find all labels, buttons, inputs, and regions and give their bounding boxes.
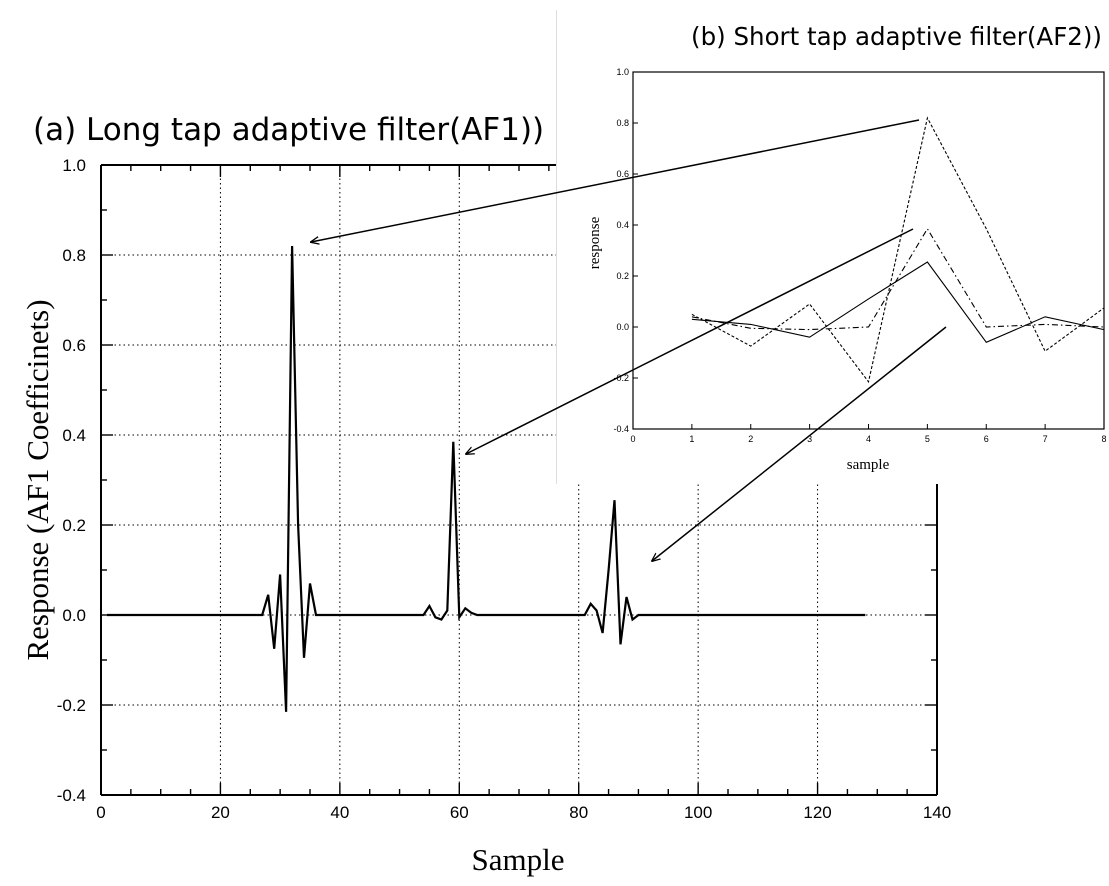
- inset-y-tick-label: 0.4: [616, 220, 629, 230]
- main-y-tick-label: 0.6: [62, 336, 86, 355]
- main-y-tick-label: -0.2: [57, 696, 86, 715]
- main-y-tick-label: 0.0: [62, 606, 86, 625]
- inset-chart-y-tick-labels: -0.4 -0.2 0.0 0.2 0.4 0.6 0.8 1.0: [613, 67, 629, 434]
- main-y-tick-label: 0.4: [62, 426, 86, 445]
- inset-y-tick-label: -0.4: [613, 424, 629, 434]
- inset-series-solid: [691, 261, 1105, 343]
- main-x-tick-label: 60: [450, 803, 469, 822]
- inset-chart-x-tick-labels: 0 1 2 3 4 5 6 7 8: [630, 434, 1106, 444]
- inset-chart-title: (b) Short tap adaptive filter(AF2)): [691, 22, 1102, 51]
- inset-background: [556, 10, 1109, 484]
- inset-y-tick-label: 0.8: [616, 118, 629, 128]
- inset-x-tick-label: 6: [984, 434, 989, 444]
- inset-chart-x-axis-label: sample: [847, 457, 890, 473]
- callout-arrow-peak-3: [652, 326, 947, 561]
- main-x-tick-label: 40: [330, 803, 349, 822]
- main-x-tick-label: 100: [684, 803, 712, 822]
- main-chart-series: [107, 245, 866, 712]
- inset-x-tick-label: 0: [630, 434, 635, 444]
- main-x-tick-label: 0: [96, 803, 105, 822]
- inset-y-tick-label: 0.0: [616, 322, 629, 332]
- main-y-tick-label: 0.2: [62, 516, 86, 535]
- inset-y-tick-label: 1.0: [616, 67, 629, 77]
- main-chart-title: (a) Long tap adaptive filter(AF1)): [33, 112, 544, 148]
- inset-x-tick-label: 7: [1043, 434, 1048, 444]
- inset-y-tick-label: 0.6: [616, 169, 629, 179]
- inset-y-tick-label: 0.2: [616, 271, 629, 281]
- main-y-tick-label: 1.0: [62, 156, 86, 175]
- inset-x-tick-label: 1: [689, 434, 694, 444]
- inset-x-tick-label: 4: [866, 434, 871, 444]
- main-chart: 0 20 40 60 80 100 120 140 -0.4-0.20.00.20.40.60…: [20, 112, 951, 877]
- inset-series-dashed: [691, 116, 1105, 384]
- main-chart-y-tick-labels: -0.4 -0.2 0.0 0.2 0.4 0.6 0.8 1.0: [57, 156, 86, 805]
- main-chart-y-axis-label: Response (AF1 Coefficinets): [20, 299, 55, 660]
- inset-y-tick-label: -0.2: [613, 373, 629, 383]
- inset-x-tick-label: 2: [748, 434, 753, 444]
- main-series-line: [107, 245, 866, 712]
- inset-x-tick-label: 3: [807, 434, 812, 444]
- inset-chart-y-axis-label: response: [587, 216, 603, 269]
- inset-chart-series: [691, 116, 1105, 384]
- main-chart-x-axis-label: Sample: [472, 842, 565, 877]
- main-x-tick-label: 120: [803, 803, 831, 822]
- inset-x-tick-label: 5: [925, 434, 930, 444]
- inset-series-dash-dot: [691, 227, 1105, 331]
- main-y-tick-label: -0.4: [57, 786, 86, 805]
- callout-arrows: [311, 119, 947, 561]
- main-y-tick-label: 0.8: [62, 246, 86, 265]
- inset-x-tick-label: 8: [1101, 434, 1106, 444]
- inset-chart-ticks: [632, 71, 1105, 430]
- main-x-tick-label: 20: [211, 803, 230, 822]
- callout-arrow-peak-2: [466, 228, 914, 454]
- main-chart-x-tick-labels: 0 20 40 60 80 100 120 140: [96, 803, 951, 822]
- main-x-tick-label: 80: [569, 803, 588, 822]
- inset-chart: 0 1 2 3 4 5 6 7 8 -0.4 -0.2 0.0 0.2 0.4 0.6 0.8 1.0 (b)…: [587, 22, 1107, 473]
- callout-arrow-peak-1: [311, 119, 920, 242]
- main-x-tick-label: 140: [923, 803, 951, 822]
